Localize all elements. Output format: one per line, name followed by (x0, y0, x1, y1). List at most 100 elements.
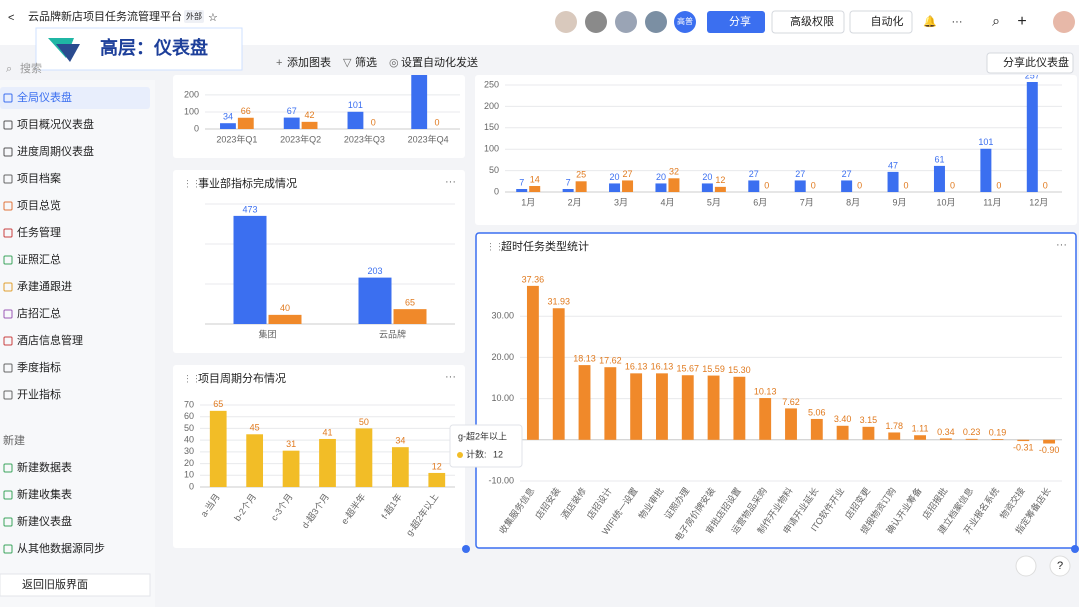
value-label: 17.62 (599, 356, 622, 366)
tooltip-title: g-超2年以上 (458, 430, 507, 441)
search-icon[interactable]: ⌕ (992, 13, 1000, 29)
sidebar-item[interactable]: 项目概况仪表盘 (17, 117, 94, 131)
toolbar-action[interactable]: 添加图表 (287, 55, 331, 69)
bar (209, 410, 227, 487)
value-label: 0 (811, 180, 816, 190)
y-tick-label: 30.00 (491, 311, 514, 321)
sidebar-item[interactable]: 项目总览 (17, 198, 61, 212)
share-button[interactable] (707, 11, 765, 33)
value-label: 101 (348, 100, 363, 110)
sidebar-heading: 新建 (3, 433, 25, 447)
selected-panel[interactable] (475, 232, 1077, 549)
value-label: 3.15 (860, 415, 878, 425)
toolbar-action[interactable]: 筛选 (355, 55, 377, 69)
bar (759, 398, 772, 440)
active-item-bg (0, 87, 150, 109)
avatar[interactable] (615, 11, 637, 33)
share-dashboard-button[interactable] (986, 52, 1074, 74)
item-icon (3, 147, 13, 157)
bar (862, 426, 875, 440)
star-icon[interactable]: ☆ (208, 12, 218, 24)
sidebar-item[interactable]: 进度周期仪表盘 (17, 144, 94, 158)
x-tick-label: 4月 (660, 197, 674, 207)
permission-button[interactable] (771, 10, 845, 34)
chart: 0 100 200 2023年Q1 34 66 2023年Q2 67 42 2023年Q3 101 0… (184, 75, 460, 144)
bar (841, 180, 853, 192)
chart-menu[interactable]: ··· (445, 176, 456, 188)
bar (914, 435, 926, 440)
value-label: 27 (749, 169, 759, 179)
drag-handle: ⋮⋮ (486, 241, 504, 251)
user-avatar[interactable] (1053, 11, 1075, 33)
bell-icon[interactable]: 🔔 (923, 15, 937, 28)
y-tick-label: 40 (184, 435, 194, 445)
avatar[interactable] (555, 11, 577, 33)
value-label: 3.40 (834, 414, 852, 424)
avatar[interactable] (585, 11, 607, 33)
value-label: 47 (888, 160, 898, 170)
value-label: 1.78 (885, 421, 903, 431)
sidebar-item[interactable]: 开业指标 (17, 387, 61, 401)
automation-button[interactable] (849, 10, 913, 34)
sidebar-item[interactable]: 店招汇总 (17, 306, 61, 320)
bar (836, 425, 849, 440)
avatar[interactable] (674, 11, 696, 33)
value-label: 66 (241, 106, 251, 116)
sidebar-item[interactable]: 全局仪表盘 (17, 90, 72, 104)
sidebar-item[interactable]: 酒店信息管理 (17, 333, 83, 347)
banner-title: 高层：仪表盘 (100, 37, 208, 58)
sidebar-item[interactable]: 项目档案 (17, 171, 61, 185)
badge: 外部 (186, 11, 202, 21)
value-label: 257 (1025, 70, 1040, 80)
value-label: 0.19 (989, 427, 1007, 437)
add-icon[interactable]: + (1017, 13, 1026, 30)
more-icon[interactable]: ··· (952, 16, 963, 28)
sidebar-item[interactable]: 新建收集表 (17, 487, 72, 501)
bar (622, 180, 634, 192)
item-icon (3, 490, 13, 500)
avatar[interactable] (645, 11, 667, 33)
value-label: 31.93 (547, 297, 570, 307)
chart-menu[interactable]: ··· (445, 371, 456, 383)
resize-handle[interactable] (462, 545, 470, 553)
sidebar-item[interactable]: 新建数据表 (17, 460, 72, 474)
sidebar-item[interactable]: 季度指标 (17, 360, 61, 374)
item-icon (3, 363, 13, 373)
value-label: 61 (934, 154, 944, 164)
value-label: 31 (286, 439, 296, 449)
value-label: 34 (223, 112, 233, 122)
bar (411, 75, 428, 129)
x-tick-label: 7月 (800, 197, 814, 207)
sidebar-footer[interactable]: 返回旧版界面 (22, 577, 88, 591)
search-placeholder[interactable]: 搜索 (20, 61, 42, 75)
value-label: 25 (576, 170, 586, 180)
sidebar-item[interactable]: 从其他数据源同步 (17, 541, 105, 555)
tooltip-bg (449, 424, 523, 468)
sidebar-item[interactable]: 证照汇总 (17, 252, 61, 266)
sidebar-item[interactable]: 任务管理 (17, 225, 61, 239)
value-label: 0 (1043, 180, 1048, 190)
sidebar-list: 全局仪表盘项目概况仪表盘进度周期仪表盘项目档案项目总览任务管理证照汇总承建通跟进… (0, 87, 151, 597)
sidebar-item[interactable]: 新建仪表盘 (17, 514, 72, 528)
help-button[interactable] (1049, 555, 1071, 577)
doc-button[interactable] (1015, 555, 1037, 577)
y-tick-label: 20 (184, 458, 194, 468)
value-label: 1.11 (912, 424, 929, 434)
x-tick-label: 6月 (753, 197, 767, 207)
sidebar-item[interactable]: 承建通跟进 (17, 279, 72, 293)
y-tick-label: 60 (184, 411, 194, 421)
value-label: 45 (250, 423, 260, 433)
bar (681, 375, 694, 440)
resize-handle[interactable] (1071, 545, 1079, 553)
x-tick-label: 2023年Q4 (408, 133, 449, 144)
chart-menu[interactable]: ··· (1056, 239, 1067, 251)
value-label: 16.13 (625, 362, 648, 372)
bar (552, 308, 565, 440)
bar (707, 375, 720, 440)
toolbar-action[interactable]: 设置自动化发送 (401, 55, 478, 69)
back-button[interactable]: < (8, 12, 14, 24)
bar (888, 432, 901, 440)
bar (965, 438, 978, 440)
x-tick-label: 3月 (614, 197, 628, 207)
